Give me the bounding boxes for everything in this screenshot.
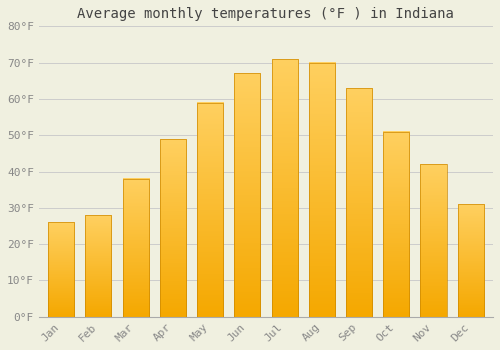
Title: Average monthly temperatures (°F ) in Indiana: Average monthly temperatures (°F ) in In… [78,7,454,21]
